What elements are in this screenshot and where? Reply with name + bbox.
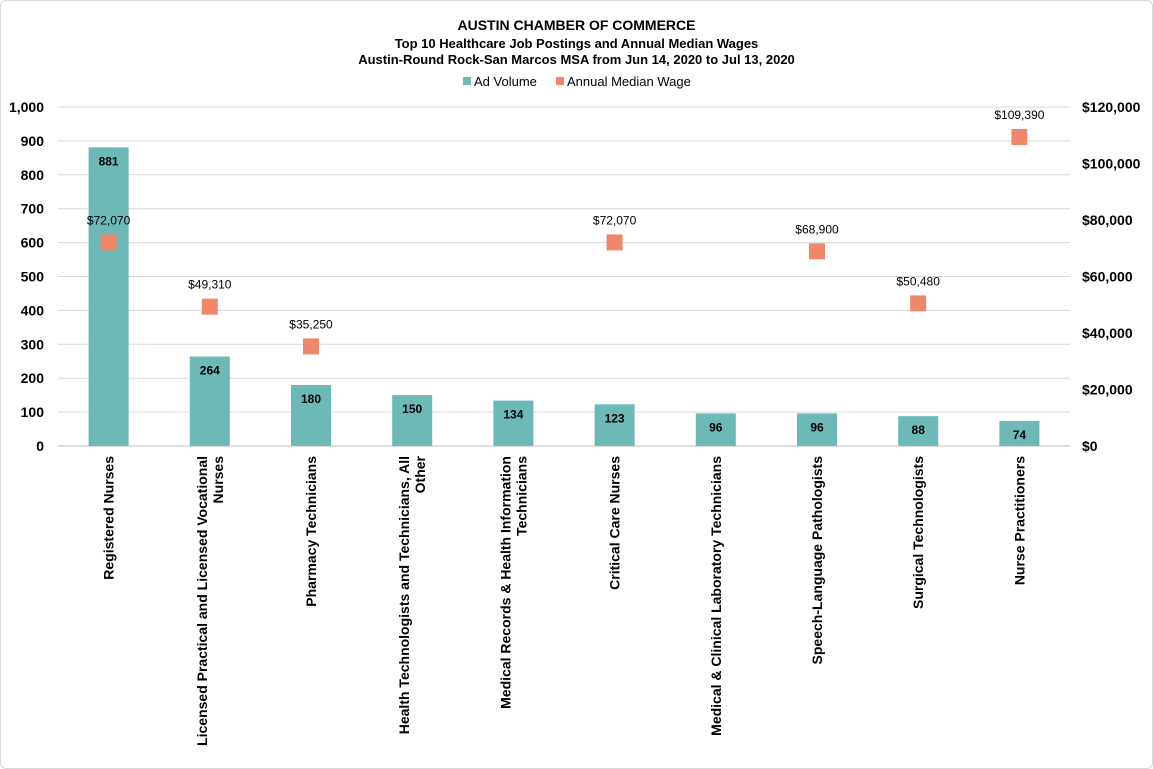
bar-value-label: 150 bbox=[402, 402, 422, 416]
chart-title-group: AUSTIN CHAMBER OF COMMERCE Top 10 Healthc… bbox=[358, 17, 795, 67]
right-axis-tick-label: $120,000 bbox=[1082, 99, 1141, 115]
marker-median-wage bbox=[100, 234, 117, 251]
marker-median-wage bbox=[201, 298, 218, 315]
right-axis-tick-label: $20,000 bbox=[1082, 382, 1133, 398]
bar-ad-volume bbox=[291, 384, 331, 446]
chart-subtitle-line: Top 10 Healthcare Job Postings and Annua… bbox=[395, 36, 759, 51]
bar-ad-volume bbox=[594, 404, 635, 446]
left-axis-tick-label: 400 bbox=[21, 302, 45, 318]
right-axis-tick-label: $100,000 bbox=[1082, 156, 1141, 172]
legend-label-ad-volume: Ad Volume bbox=[474, 74, 537, 89]
category-label: Pharmacy Technicians bbox=[303, 456, 319, 607]
wage-value-label: $35,250 bbox=[289, 317, 333, 331]
category-label: Nurses bbox=[210, 456, 226, 504]
bar-ad-volume bbox=[999, 420, 1040, 446]
legend-swatch-ad-volume bbox=[463, 77, 471, 85]
legend-label-median-wage: Annual Median Wage bbox=[567, 74, 691, 89]
left-axis-tick-label: 500 bbox=[21, 269, 45, 285]
bar-ad-volume bbox=[392, 395, 433, 446]
legend: Ad Volume Annual Median Wage bbox=[463, 74, 691, 89]
bar-value-label: 881 bbox=[99, 154, 119, 168]
left-axis-tick-label: 800 bbox=[21, 167, 45, 183]
wage-value-label: $72,070 bbox=[87, 213, 131, 227]
left-axis-tick-label: 200 bbox=[21, 370, 45, 386]
category-label: Technicians bbox=[513, 456, 529, 536]
right-axis-tick-label: $60,000 bbox=[1082, 269, 1133, 285]
category-label: Other bbox=[412, 455, 428, 493]
left-axis-tick-label: 600 bbox=[21, 235, 45, 251]
category-label: Critical Care Nurses bbox=[607, 456, 623, 590]
bar-ad-volume bbox=[797, 413, 837, 446]
bar-ad-volume bbox=[88, 147, 129, 446]
marker-median-wage bbox=[1011, 128, 1028, 145]
bar-value-label: 96 bbox=[709, 420, 723, 434]
right-axis-tick-label: $0 bbox=[1082, 438, 1098, 454]
marker-median-wage bbox=[910, 295, 927, 312]
wage-value-label: $68,900 bbox=[795, 222, 839, 236]
category-label: Licensed Practical and Licensed Vocation… bbox=[194, 456, 210, 746]
left-axis-tick-label: 0 bbox=[36, 438, 44, 454]
bar-value-label: 264 bbox=[200, 364, 220, 378]
bar-value-label: 180 bbox=[301, 392, 321, 406]
left-axis-tick-label: 100 bbox=[21, 404, 45, 420]
left-axis-tick-label: 1,000 bbox=[9, 99, 44, 115]
legend-swatch-median-wage bbox=[556, 77, 564, 85]
category-label: Nurse Practitioners bbox=[1011, 456, 1027, 585]
left-axis-tick-label: 900 bbox=[21, 133, 45, 149]
category-label: Health Technologists and Technicians, Al… bbox=[396, 456, 412, 734]
category-label: Registered Nurses bbox=[101, 456, 117, 580]
median-wage-markers: $72,070 $49,310 $35,250 $72,070 $68,900 $50,4… bbox=[87, 108, 1045, 355]
category-label: Surgical Technologists bbox=[910, 456, 926, 609]
right-axis: $0 $20,000 $40,000 $60,000 $80,000 $100,000 $1… bbox=[1082, 99, 1141, 454]
marker-median-wage bbox=[606, 234, 623, 251]
bar-value-label: 88 bbox=[912, 423, 926, 437]
right-axis-tick-label: $80,000 bbox=[1082, 212, 1133, 228]
bar-value-label: 123 bbox=[605, 411, 625, 425]
marker-median-wage bbox=[303, 338, 319, 355]
category-label: Medical & Clinical Laboratory Technician… bbox=[708, 456, 724, 736]
wage-value-label: $72,070 bbox=[593, 213, 637, 227]
chart-title: AUSTIN CHAMBER OF COMMERCE bbox=[458, 17, 696, 33]
wage-value-label: $50,480 bbox=[897, 274, 941, 288]
bar-ad-volume bbox=[493, 400, 534, 446]
bar-ad-volume bbox=[189, 356, 230, 446]
bar-value-label: 134 bbox=[503, 408, 523, 422]
category-label: Medical Records & Health Information bbox=[497, 456, 513, 709]
bar-ad-volume bbox=[695, 413, 736, 446]
bar-value-label: 74 bbox=[1013, 428, 1027, 442]
wage-value-label: $109,390 bbox=[994, 108, 1044, 122]
ad-volume-bars: 881 264 180 150 134 123 96 96 88 74 bbox=[88, 147, 1040, 446]
bar-ad-volume bbox=[898, 416, 939, 446]
left-axis: 0 100 200 300 400 500 600 700 800 900 1,000 bbox=[9, 99, 44, 454]
right-axis-tick-label: $40,000 bbox=[1082, 325, 1133, 341]
bar-value-label: 96 bbox=[810, 420, 824, 434]
left-axis-tick-label: 700 bbox=[21, 201, 45, 217]
category-labels: Registered Nurses Licensed Practical and … bbox=[101, 455, 1028, 745]
marker-median-wage bbox=[809, 243, 825, 260]
chart-subtitle-line: Austin-Round Rock-San Marcos MSA from Ju… bbox=[358, 52, 795, 67]
category-label: Speech-Language Pathologists bbox=[809, 456, 825, 665]
left-axis-tick-label: 300 bbox=[21, 336, 45, 352]
wage-value-label: $49,310 bbox=[188, 278, 232, 292]
